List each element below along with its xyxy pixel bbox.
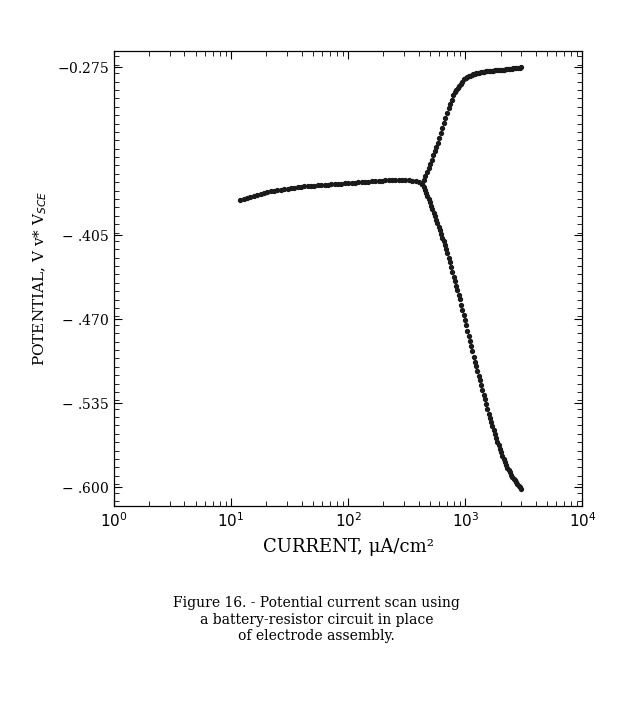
Y-axis label: POTENTIAL, V v* V$_{SCE}$: POTENTIAL, V v* V$_{SCE}$: [31, 191, 49, 366]
Text: Figure 16. - Potential current scan using
a battery-resistor circuit in place
of: Figure 16. - Potential current scan usin…: [173, 596, 460, 643]
X-axis label: CURRENT, μA/cm²: CURRENT, μA/cm²: [263, 538, 434, 556]
